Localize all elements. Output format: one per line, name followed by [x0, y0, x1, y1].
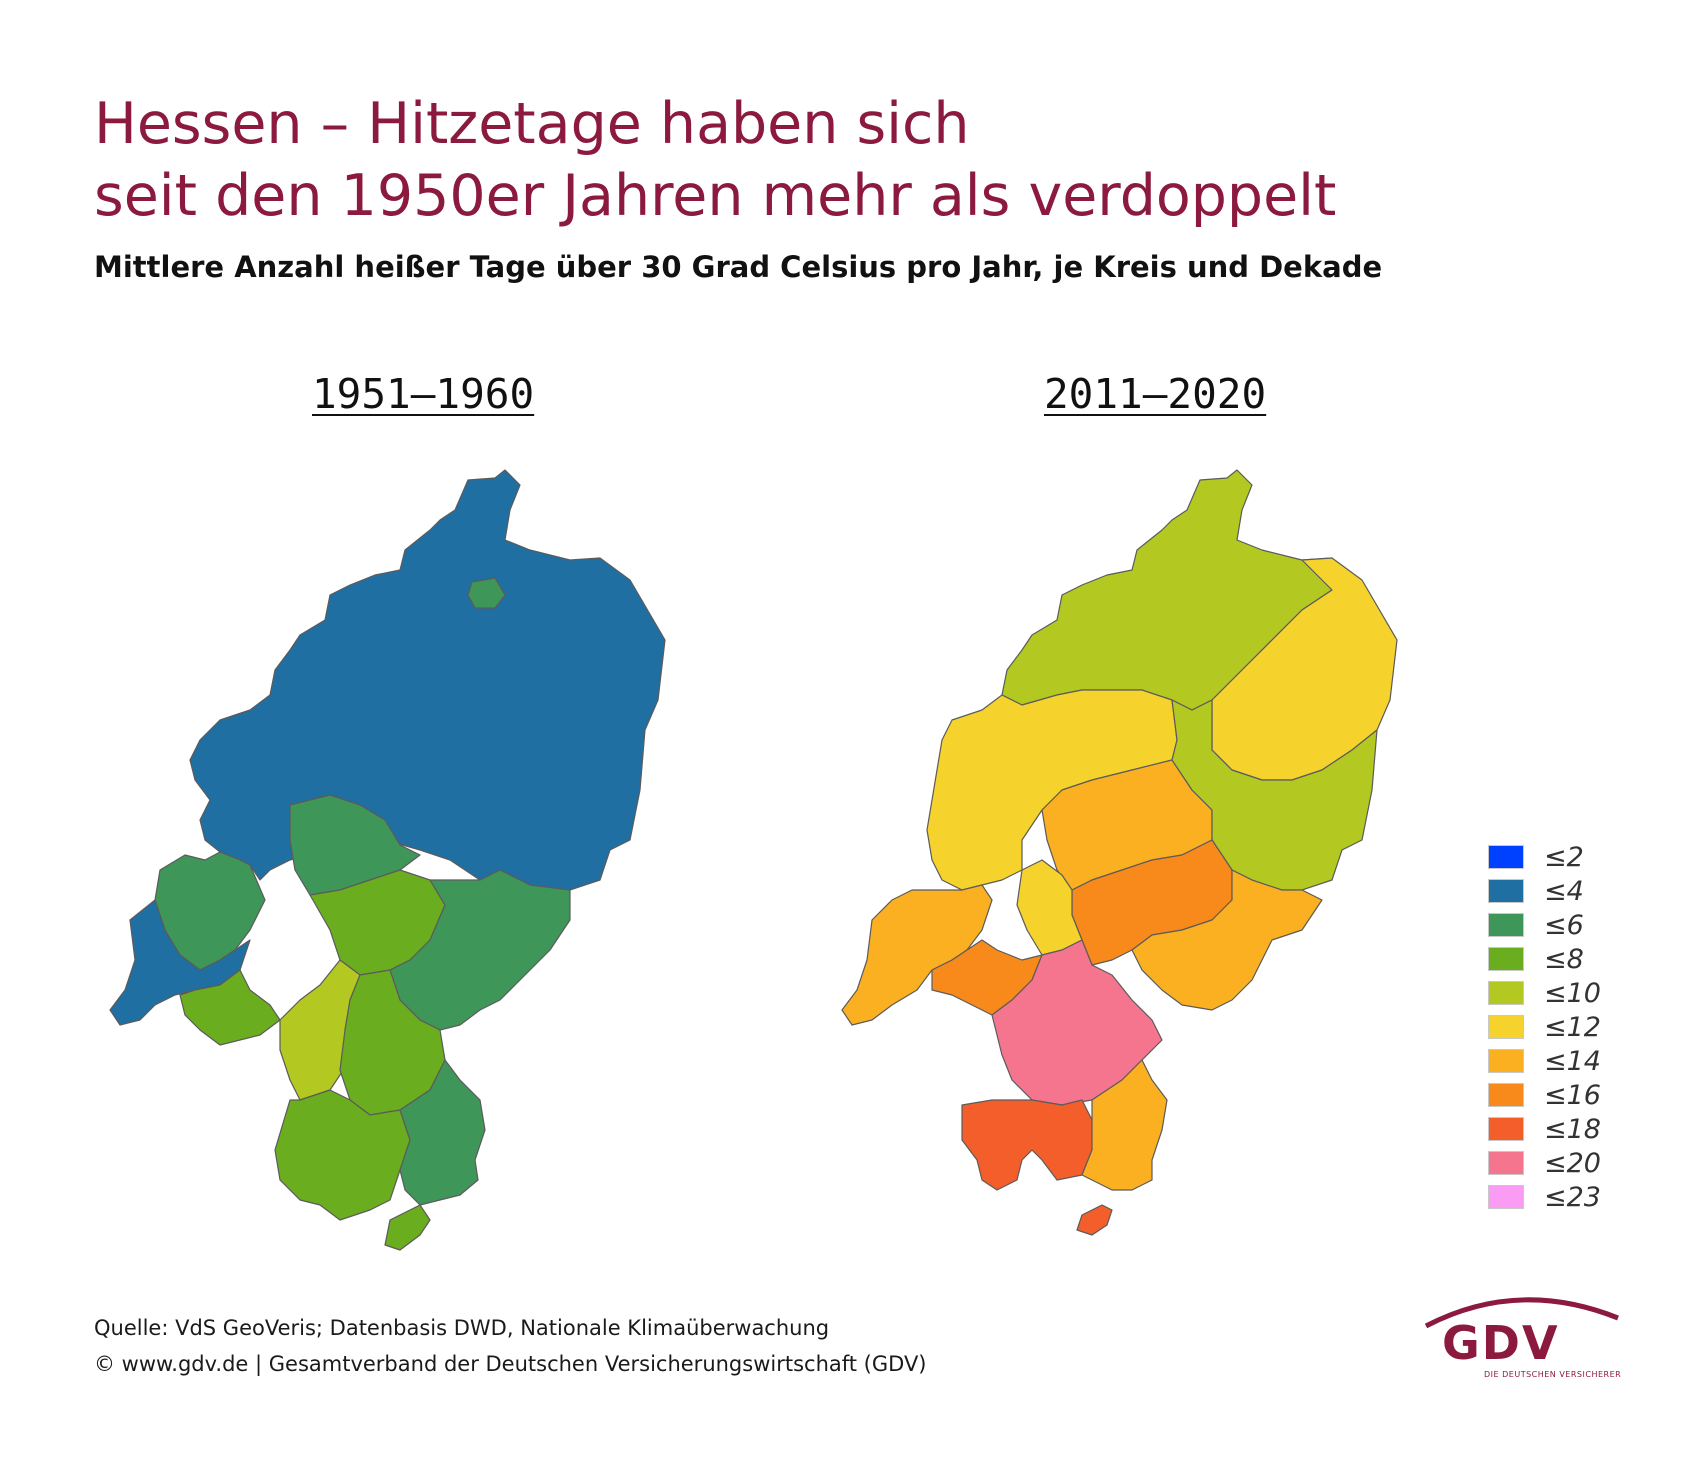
legend-item: ≤16	[1488, 1078, 1638, 1112]
legend-item: ≤14	[1488, 1044, 1638, 1078]
legend-swatch	[1488, 845, 1524, 869]
legend-label: ≤23	[1544, 1181, 1601, 1213]
legend-swatch	[1488, 1151, 1524, 1175]
region-kassel-city	[467, 577, 506, 609]
title-line-2: seit den 1950er Jahren mehr als verdoppe…	[94, 163, 1337, 229]
legend-swatch	[1488, 1049, 1524, 1073]
region-bergstrasse	[961, 1099, 1093, 1191]
legend-item: ≤18	[1488, 1112, 1638, 1146]
legend-label: ≤4	[1544, 875, 1584, 907]
legend-swatch	[1488, 1185, 1524, 1209]
region-odenwald	[1081, 1059, 1168, 1191]
legend: ≤2 ≤4 ≤6 ≤8 ≤10 ≤12 ≤14 ≤16 ≤18 ≤20 ≤23	[1488, 840, 1638, 1214]
region-east-south	[1131, 869, 1323, 1011]
legend-item: ≤6	[1488, 908, 1638, 942]
title-line-1: Hessen – Hitzetage haben sich	[94, 91, 970, 157]
legend-item: ≤2	[1488, 840, 1638, 874]
legend-label: ≤8	[1544, 943, 1584, 975]
legend-item: ≤4	[1488, 874, 1638, 908]
legend-item: ≤10	[1488, 976, 1638, 1010]
legend-swatch	[1488, 1015, 1524, 1039]
footer-copyright: © www.gdv.de | Gesamtverband der Deutsch…	[94, 1352, 927, 1376]
legend-label: ≤6	[1544, 909, 1584, 941]
region-north	[189, 469, 666, 891]
logo-text: GDV	[1442, 1316, 1560, 1370]
legend-item: ≤23	[1488, 1180, 1638, 1214]
footer-source: Quelle: VdS GeoVeris; Datenbasis DWD, Na…	[94, 1316, 830, 1340]
page-title: Hessen – Hitzetage haben sich seit den 1…	[94, 88, 1394, 232]
map-2011-2020	[841, 469, 1398, 1236]
gdv-logo: GDV DIE DEUTSCHEN VERSICHERER	[1418, 1288, 1628, 1384]
legend-swatch	[1488, 879, 1524, 903]
legend-label: ≤14	[1544, 1045, 1601, 1077]
legend-swatch	[1488, 913, 1524, 937]
region-odenwald	[399, 1059, 486, 1206]
region-east	[1171, 699, 1378, 891]
legend-label: ≤16	[1544, 1079, 1601, 1111]
legend-label: ≤2	[1544, 841, 1584, 873]
legend-label: ≤12	[1544, 1011, 1601, 1043]
region-south	[274, 1089, 411, 1221]
map-1951-1960	[109, 469, 666, 1251]
logo-arc-icon	[1424, 1297, 1619, 1328]
decade-label-1951: 1951–1960	[312, 370, 535, 418]
legend-item: ≤20	[1488, 1146, 1638, 1180]
decade-label-2011: 2011–2020	[1044, 370, 1267, 418]
legend-label: ≤10	[1544, 977, 1601, 1009]
legend-swatch	[1488, 981, 1524, 1005]
region-south-tip	[384, 1204, 431, 1251]
logo-tagline: DIE DEUTSCHEN VERSICHERER	[1484, 1370, 1622, 1379]
legend-swatch	[1488, 947, 1524, 971]
region-east-south	[389, 869, 571, 1031]
page-subtitle: Mittlere Anzahl heißer Tage über 30 Grad…	[94, 250, 1383, 284]
legend-label: ≤18	[1544, 1113, 1601, 1145]
region-south-tip	[1076, 1204, 1113, 1236]
legend-item: ≤12	[1488, 1010, 1638, 1044]
legend-swatch	[1488, 1083, 1524, 1107]
legend-item: ≤8	[1488, 942, 1638, 976]
legend-swatch	[1488, 1117, 1524, 1141]
legend-label: ≤20	[1544, 1147, 1601, 1179]
